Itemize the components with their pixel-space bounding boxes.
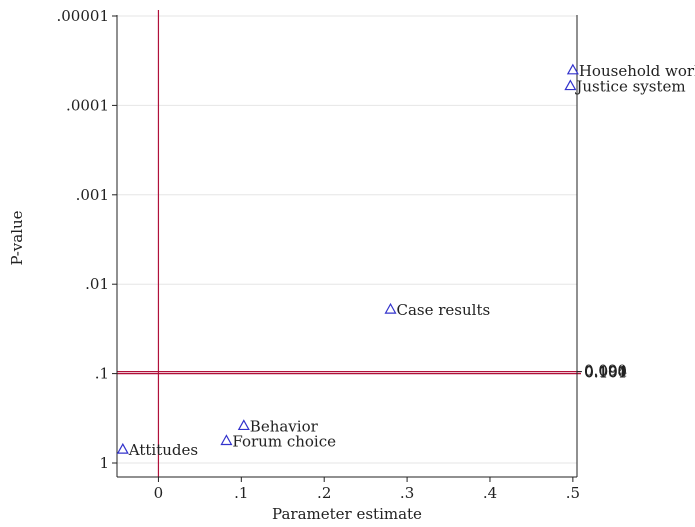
triangle-marker: [237, 419, 250, 431]
y-tick-label: .1: [95, 365, 109, 383]
x-tick-label: .5: [566, 484, 580, 502]
right-axis-label: 0.101: [584, 364, 627, 382]
point-label: Case results: [397, 301, 491, 319]
point-label: Behavior: [250, 417, 319, 435]
point-label: Justice system: [574, 78, 685, 96]
axes: [116, 15, 578, 478]
y-axis-title: P-value: [8, 210, 26, 265]
x-tick-label: .3: [400, 484, 414, 502]
point-label: Forum choice: [232, 432, 336, 450]
y-tick-label: .0001: [66, 96, 109, 114]
x-tick-label: .2: [317, 484, 331, 502]
triangle-marker: [384, 302, 397, 314]
y-tick-label: .001: [76, 186, 109, 204]
triangle-marker: [566, 63, 579, 75]
reference-lines: [117, 10, 581, 477]
right-axis-label: 0.100: [584, 363, 627, 381]
y-tick-label: .01: [85, 275, 109, 293]
triangle-marker: [564, 79, 577, 91]
axis-ticks: .00001 .0001 .001 .01 .1 1 0 .1 .2 .3 .4 .5: [57, 7, 581, 502]
y-tick-label: 1: [99, 454, 109, 472]
triangle-marker: [116, 442, 129, 454]
x-tick-label: .1: [234, 484, 248, 502]
y-tick-label: .00001: [57, 7, 110, 25]
x-tick-label: .4: [483, 484, 497, 502]
x-axis-title: Parameter estimate: [272, 505, 422, 523]
point-label: Attitudes: [128, 441, 198, 459]
point-label: Household work: [579, 62, 695, 80]
right-axis-label: 0.090: [584, 362, 627, 380]
right-axis-label: 0.094: [584, 362, 627, 380]
x-tick-label: 0: [154, 484, 164, 502]
gridlines: [117, 15, 577, 464]
triangle-marker: [220, 434, 233, 446]
